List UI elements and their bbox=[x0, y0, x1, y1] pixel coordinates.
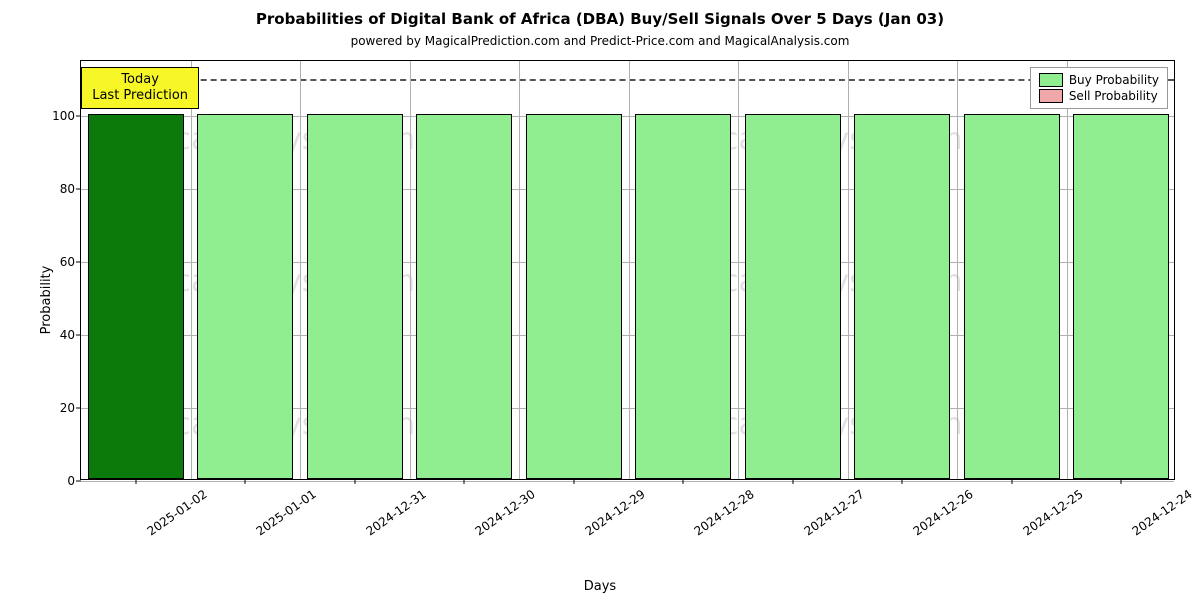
xtick-label: 2024-12-26 bbox=[911, 487, 976, 538]
vgridline bbox=[848, 61, 849, 479]
xtick-mark bbox=[354, 479, 355, 484]
annotation-line: Today bbox=[92, 72, 188, 88]
xtick-mark bbox=[573, 479, 574, 484]
ytick-label: 20 bbox=[60, 401, 75, 415]
xtick-label: 2025-01-02 bbox=[144, 487, 209, 538]
vgridline bbox=[957, 61, 958, 479]
x-axis-label: Days bbox=[0, 579, 1200, 594]
buy-bar bbox=[307, 114, 403, 479]
xtick-label: 2024-12-29 bbox=[582, 487, 647, 538]
reference-line bbox=[81, 79, 1174, 81]
vgridline bbox=[191, 61, 192, 479]
buy-bar bbox=[964, 114, 1060, 479]
legend-label: Buy Probability bbox=[1069, 73, 1159, 87]
xtick-mark bbox=[1121, 479, 1122, 484]
xtick-mark bbox=[245, 479, 246, 484]
buy-bar bbox=[1073, 114, 1169, 479]
ytick-mark bbox=[76, 334, 81, 335]
ytick-mark bbox=[76, 481, 81, 482]
legend-swatch bbox=[1039, 73, 1063, 87]
ytick-mark bbox=[76, 261, 81, 262]
ytick-label: 40 bbox=[60, 328, 75, 342]
legend-swatch bbox=[1039, 89, 1063, 103]
legend-item: Buy Probability bbox=[1039, 72, 1159, 88]
vgridline bbox=[629, 61, 630, 479]
buy-bar bbox=[416, 114, 512, 479]
buy-bar bbox=[197, 114, 293, 479]
legend-item: Sell Probability bbox=[1039, 88, 1159, 104]
buy-bar bbox=[745, 114, 841, 479]
plot-area: MagicalAnalysis.comMagicalAnalysis.comMa… bbox=[80, 60, 1175, 480]
xtick-label: 2024-12-30 bbox=[473, 487, 538, 538]
ytick-label: 0 bbox=[67, 474, 75, 488]
buy-bar bbox=[635, 114, 731, 479]
xtick-label: 2024-12-31 bbox=[363, 487, 428, 538]
legend-label: Sell Probability bbox=[1069, 89, 1158, 103]
ytick-mark bbox=[76, 188, 81, 189]
chart-subtitle: powered by MagicalPrediction.com and Pre… bbox=[0, 34, 1200, 48]
xtick-label: 2024-12-25 bbox=[1020, 487, 1085, 538]
vgridline bbox=[519, 61, 520, 479]
ytick-mark bbox=[76, 407, 81, 408]
vgridline bbox=[738, 61, 739, 479]
annotation-line: Last Prediction bbox=[92, 88, 188, 104]
vgridline bbox=[1067, 61, 1068, 479]
ytick-mark bbox=[76, 115, 81, 116]
xtick-mark bbox=[464, 479, 465, 484]
xtick-label: 2025-01-01 bbox=[254, 487, 319, 538]
xtick-mark bbox=[1011, 479, 1012, 484]
buy-bar bbox=[854, 114, 950, 479]
xtick-mark bbox=[792, 479, 793, 484]
vgridline bbox=[300, 61, 301, 479]
vgridline bbox=[410, 61, 411, 479]
buy-bar bbox=[526, 114, 622, 479]
xtick-mark bbox=[135, 479, 136, 484]
chart-title: Probabilities of Digital Bank of Africa … bbox=[0, 10, 1200, 28]
xtick-mark bbox=[902, 479, 903, 484]
ytick-label: 60 bbox=[60, 255, 75, 269]
y-axis-label: Probability bbox=[39, 266, 54, 335]
xtick-mark bbox=[683, 479, 684, 484]
ytick-label: 100 bbox=[52, 109, 75, 123]
xtick-label: 2024-12-27 bbox=[801, 487, 866, 538]
buy-bar bbox=[88, 114, 184, 479]
today-annotation: TodayLast Prediction bbox=[81, 67, 199, 110]
ytick-label: 80 bbox=[60, 182, 75, 196]
legend: Buy Probability Sell Probability bbox=[1030, 67, 1168, 109]
xtick-label: 2024-12-28 bbox=[692, 487, 757, 538]
xtick-label: 2024-12-24 bbox=[1130, 487, 1195, 538]
